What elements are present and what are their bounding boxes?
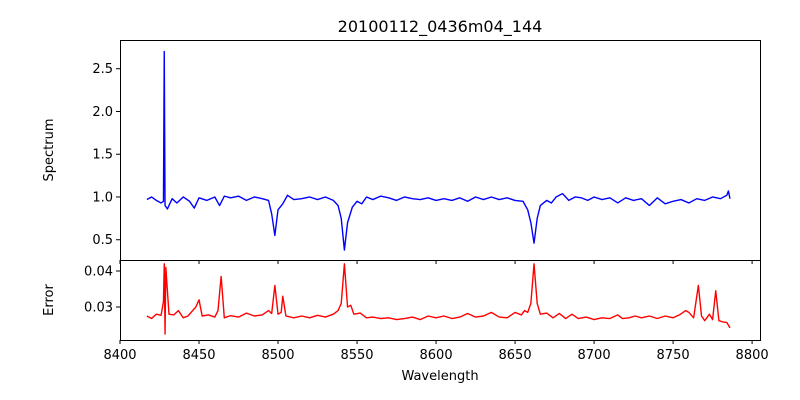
x-tick-label: 8650 (499, 348, 532, 363)
y-tick-label: 2.5 (92, 62, 113, 77)
x-tick-label: 8550 (340, 348, 373, 363)
y-axis-label-error: Error (42, 284, 57, 316)
x-tick-label: 8400 (103, 348, 136, 363)
x-tick-label: 8600 (420, 348, 453, 363)
y-tick-label: 0.03 (84, 300, 113, 315)
x-tick-label: 8500 (261, 348, 294, 363)
x-tick-label: 8700 (578, 348, 611, 363)
y-axis-label-spectrum: Spectrum (42, 119, 57, 182)
x-tick-label: 8750 (657, 348, 690, 363)
y-tick-label: 2.0 (92, 105, 113, 120)
y-tick-label: 1.5 (92, 148, 113, 163)
x-axis-label: Wavelength (401, 369, 478, 384)
y-tick-label: 1.0 (92, 190, 113, 205)
spectrum-line (146, 50, 731, 251)
x-tick-label: 8800 (736, 348, 769, 363)
x-tick-label: 8450 (182, 348, 215, 363)
y-tick-label: 0.5 (92, 233, 113, 248)
error-axes-frame (120, 260, 761, 341)
spectrum-axes-frame (120, 40, 761, 261)
error-line (146, 263, 731, 335)
y-tick-label: 0.04 (84, 265, 113, 280)
chart-title: 20100112_0436m04_144 (338, 17, 543, 37)
